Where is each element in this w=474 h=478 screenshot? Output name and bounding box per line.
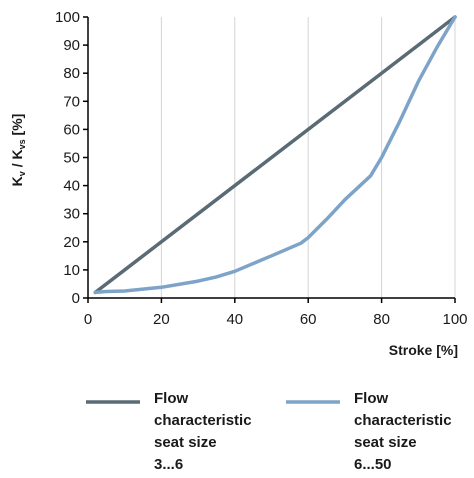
y-tick-label-40: 40 xyxy=(63,178,80,195)
grid xyxy=(160,17,456,298)
x-tick-label-100: 100 xyxy=(442,311,467,328)
y-axis-title: Kv / Kvs [%] xyxy=(9,114,27,187)
y-tick-label-0: 0 xyxy=(72,290,80,307)
legend-label-2-line-1: Flow xyxy=(354,390,388,407)
x-tick-label-40: 40 xyxy=(226,311,243,328)
tick-labels: 0 10 20 30 40 50 60 70 80 90 100 0 20 40 60 80 100 xyxy=(55,9,468,328)
y-tick-label-30: 30 xyxy=(63,206,80,223)
y-tick-label-50: 50 xyxy=(63,150,80,167)
y-axis-title-k1: K xyxy=(9,176,25,186)
axes xyxy=(83,16,456,303)
y-tick-label-90: 90 xyxy=(63,37,80,54)
y-axis-title-sub1: v xyxy=(17,171,27,176)
legend-label-2-line-2: characteristic xyxy=(354,412,452,429)
legend-label-1-line-4: 3...6 xyxy=(154,456,183,473)
y-tick-label-100: 100 xyxy=(55,9,80,26)
legend-label-1-line-3: seat size xyxy=(154,434,217,451)
y-tick-label-10: 10 xyxy=(63,262,80,279)
series-line-1 xyxy=(93,15,457,295)
y-axis-title-k2: K xyxy=(9,149,25,159)
y-axis-title-unit: [%] xyxy=(9,114,25,140)
legend-label-1-line-2: characteristic xyxy=(154,412,252,429)
y-tick-label-80: 80 xyxy=(63,65,80,82)
legend-label-1: Flow characteristic seat size 3...6 xyxy=(154,390,252,473)
y-tick-label-70: 70 xyxy=(63,93,80,110)
x-tick-label-0: 0 xyxy=(84,311,92,328)
y-tick-label-60: 60 xyxy=(63,121,80,138)
x-tick-label-80: 80 xyxy=(373,311,390,328)
y-tick-label-20: 20 xyxy=(63,234,80,251)
series-lines xyxy=(93,15,457,295)
y-axis-title-slash: / xyxy=(9,160,25,172)
legend-label-1-line-1: Flow xyxy=(154,390,188,407)
x-tick-label-20: 20 xyxy=(153,311,170,328)
legend-label-2-line-3: seat size xyxy=(354,434,417,451)
y-axis-title-sub2: vs xyxy=(17,139,27,149)
x-tick-label-60: 60 xyxy=(300,311,317,328)
x-axis-title: Stroke [%] xyxy=(389,342,458,358)
legend-label-2: Flow characteristic seat size 6...50 xyxy=(354,390,452,473)
series-line-2 xyxy=(93,15,457,295)
legend: Flow characteristic seat size 3...6 Flow char… xyxy=(86,390,452,473)
legend-label-2-line-4: 6...50 xyxy=(354,456,392,473)
